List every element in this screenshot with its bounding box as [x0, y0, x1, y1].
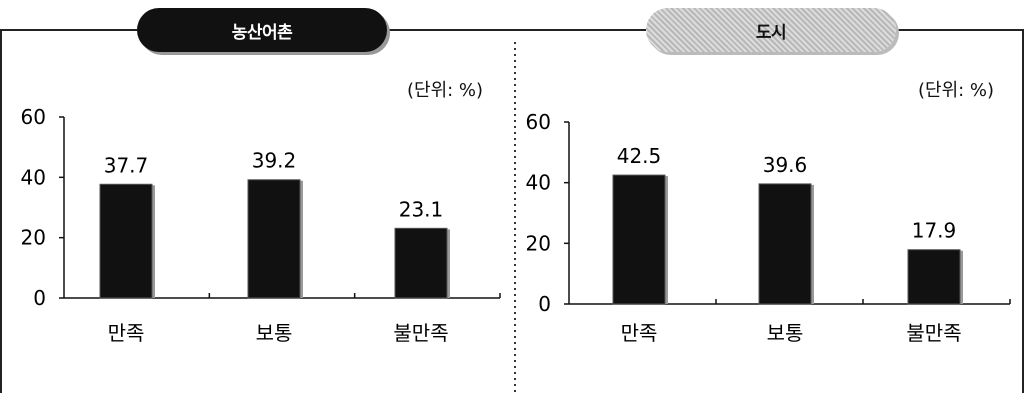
y-tick-label: 40 — [526, 171, 551, 195]
panel-title-urban: 도시 — [646, 8, 896, 52]
unit-label-rural: (단위: %) — [407, 80, 484, 101]
y-tick-label: 40 — [21, 165, 46, 189]
y-tick-label: 0 — [33, 286, 46, 310]
category-label: 보통 — [256, 321, 293, 345]
panel-title-rural: 농산어촌 — [137, 8, 387, 52]
y-tick-label: 20 — [21, 226, 46, 250]
bar — [394, 227, 448, 299]
category-label: 불만족 — [393, 321, 448, 345]
data-label: 39.2 — [252, 149, 297, 173]
y-tick-label: 20 — [526, 231, 551, 255]
bar — [99, 183, 153, 299]
data-label: 37.7 — [104, 153, 149, 177]
unit-label-urban: (단위: %) — [918, 80, 995, 101]
category-label: 만족 — [621, 321, 658, 345]
category-label: 불만족 — [906, 321, 961, 345]
data-label: 23.1 — [399, 197, 444, 221]
data-label: 42.5 — [617, 144, 662, 168]
bar — [907, 249, 961, 305]
data-label: 39.6 — [763, 153, 808, 177]
y-tick-label: 0 — [538, 292, 551, 316]
category-label: 보통 — [767, 321, 804, 345]
chart-left: 0 20 40 60 37.7 만족 39.2 보통 23.1 불만족 — [21, 105, 501, 345]
category-label: 만족 — [108, 321, 145, 345]
y-tick-label: 60 — [526, 110, 551, 134]
bar — [612, 174, 666, 305]
chart-right: 0 20 40 60 42.5 만족 39.6 보통 17.9 불만족 — [526, 110, 1011, 345]
bar — [247, 179, 301, 299]
y-tick-label: 60 — [21, 105, 46, 129]
data-label: 17.9 — [912, 219, 957, 243]
bar — [758, 183, 812, 305]
